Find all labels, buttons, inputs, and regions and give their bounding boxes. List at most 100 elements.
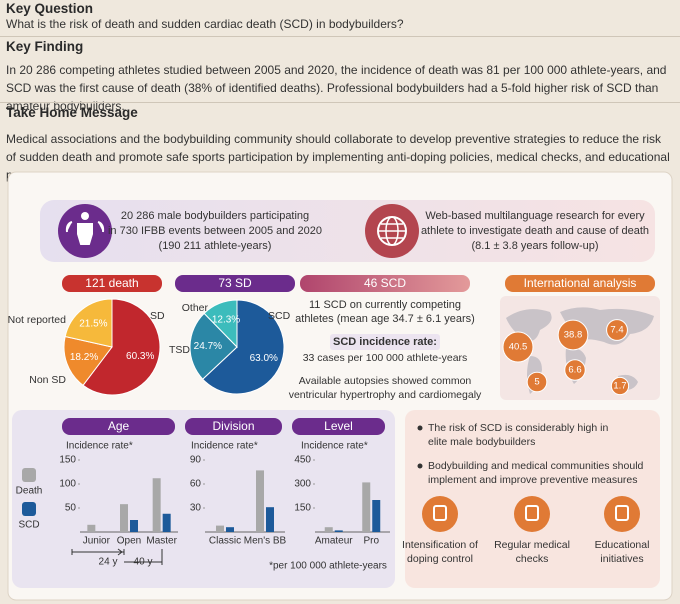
legend-label: Death: [16, 486, 43, 497]
bubble: [526, 371, 548, 393]
icon-glyph: [615, 505, 629, 521]
pie-slice: [64, 298, 113, 348]
bar: [120, 504, 128, 532]
x-tick-label: Pro: [363, 536, 379, 547]
icon-glyph: [378, 223, 406, 239]
bubble-label: 40.5: [509, 342, 528, 353]
axis-label: Incidence rate*: [66, 441, 133, 452]
pill-title: Level: [324, 419, 353, 433]
bar: [334, 530, 343, 532]
bubble-label: 5: [534, 377, 539, 388]
axis-label: Incidence rate*: [301, 441, 368, 452]
separator: [0, 102, 680, 103]
bracket-label: 40 y: [134, 557, 153, 568]
bracket-label: 24 y: [99, 557, 118, 568]
icon-glyph: [65, 221, 105, 245]
text: 11 SCD on currently competing: [309, 299, 461, 311]
slice-label: 12.3%: [212, 315, 240, 326]
text: (190 211 athlete-years): [159, 240, 272, 252]
action-label: Regular medical: [494, 539, 570, 551]
bubble: [502, 331, 534, 363]
pie-slice: [189, 312, 238, 380]
text: athletes (mean age 34.7 ± 6.1 years): [295, 313, 475, 325]
bullet: [417, 425, 423, 431]
footnote: *per 100 000 athlete-years: [269, 561, 387, 572]
pill: [62, 275, 162, 292]
map-box: [500, 296, 660, 400]
x-tick-label: Men's BB: [244, 536, 287, 547]
icon-glyph: [81, 212, 89, 220]
text: 20 286 male bodybuilders participating: [121, 210, 309, 222]
summary-band: [40, 200, 655, 262]
y-tick-label: 60: [190, 479, 202, 490]
bar: [372, 500, 381, 532]
slice-name: Non SD: [29, 374, 66, 386]
text: (8.1 ± 3.8 years follow-up): [471, 240, 598, 252]
text: implement and improve preventive measure…: [428, 474, 638, 486]
action-label: initiatives: [600, 553, 643, 565]
bar: [87, 524, 96, 532]
bubble-label: 1.7: [613, 381, 626, 392]
pie-slice: [82, 298, 161, 396]
bubble-label: 7.4: [610, 325, 623, 336]
text: SCD incidence rate:: [333, 336, 437, 348]
bubble: [606, 319, 628, 341]
text: ventricular hypertrophy and cardiomegaly: [289, 389, 482, 401]
pill-title: Age: [108, 419, 130, 433]
paragraph: In 20 286 competing athletes studied bet…: [6, 63, 667, 113]
y-tick-label: 50: [65, 503, 77, 514]
text: Bodybuilding and medical communities sho…: [428, 460, 644, 472]
action-label: doping control: [407, 553, 473, 565]
panel: [7, 171, 673, 601]
y-tick-label: 450: [294, 455, 311, 466]
pie-slice: [63, 335, 113, 386]
text: Available autopsies showed common: [299, 375, 472, 387]
bar: [256, 470, 264, 532]
icon-globe: [365, 204, 419, 258]
conclusion-panel: [405, 410, 660, 588]
action-label: Intensification of: [402, 539, 478, 551]
slice-name: Other: [182, 302, 209, 314]
pie-slice: [203, 299, 238, 349]
world-map: [506, 307, 654, 394]
action-icon: [604, 496, 640, 532]
pill-title: Division: [212, 419, 254, 433]
bar: [324, 527, 333, 532]
y-tick-label: 150: [59, 455, 76, 466]
icon-glyph: [525, 505, 539, 521]
pill: [505, 275, 655, 292]
action-label: Educational: [595, 539, 650, 551]
pill-title: 121 death: [85, 276, 138, 290]
bubble-label: 6.6: [568, 365, 581, 376]
bubble-label: 38.8: [564, 330, 583, 341]
action-icon: [422, 496, 458, 532]
text: athlete to investigate death and cause o…: [421, 225, 649, 237]
bubble: [557, 319, 589, 351]
slice-name: TSD: [169, 344, 190, 356]
highlight-box: [330, 334, 440, 350]
text: 33 cases per 100 000 athlete-years: [303, 352, 468, 364]
legend-label: SCD: [18, 520, 39, 531]
text: in 730 IFBB events between 2005 and 2020: [108, 225, 322, 237]
slice-name: SCD: [268, 310, 291, 322]
icon-glyph: [377, 216, 407, 246]
pill-title: 73 SD: [218, 276, 252, 290]
y-tick-label: 30: [190, 503, 202, 514]
age-brackets: [71, 548, 163, 565]
text: elite male bodybuilders: [428, 436, 535, 448]
pill-title: International analysis: [524, 276, 637, 290]
legend-swatch: [22, 502, 36, 516]
heading: Key Finding: [6, 39, 84, 54]
y-tick-label: 300: [294, 479, 311, 490]
x-tick-label: Open: [117, 536, 141, 547]
slice-label: 24.7%: [194, 341, 222, 352]
bar: [266, 507, 274, 532]
pill: [175, 275, 295, 292]
icon-glyph: [385, 216, 399, 246]
slice-label: 63.0%: [250, 353, 278, 364]
icon-bodybuilder: [58, 204, 112, 258]
slice-name: Not reported: [8, 314, 67, 326]
bar: [226, 527, 234, 532]
x-tick-label: Master: [146, 536, 177, 547]
